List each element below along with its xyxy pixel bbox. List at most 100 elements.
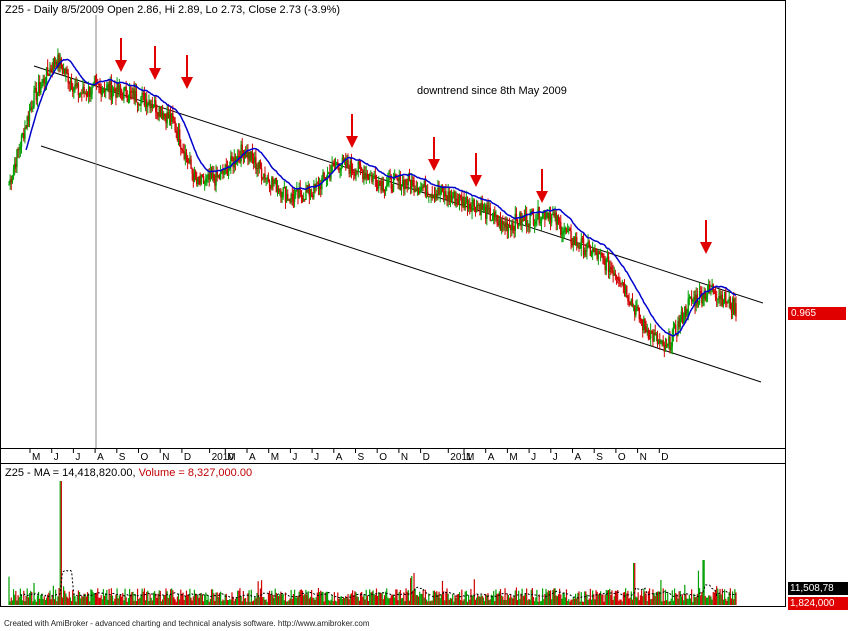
candle-body [677,320,679,336]
volume-bar [502,596,504,605]
candle-body [26,116,28,128]
volume-bar [245,597,247,605]
volume-bar [242,591,244,605]
volume-bar [202,601,205,605]
volume-bar [175,601,177,605]
candle-body [161,112,164,119]
candle-body [576,237,578,246]
volume-bar [99,597,101,605]
volume-bar [339,597,341,605]
candle-body [529,213,531,226]
x-tick-label: M [466,452,474,463]
candle-body [729,297,732,310]
resistance-arrow-head [115,60,127,72]
candle-body [77,82,80,96]
volume-bar [348,599,350,605]
candle-body [544,211,546,220]
candle-body [387,180,389,186]
candle-body [156,112,158,114]
candle-body [169,114,172,122]
candle-body [293,194,296,202]
candle-body [700,291,702,293]
volume-bar [493,591,495,605]
volume-bar [577,592,579,605]
volume-bar [667,591,669,605]
candle-body [466,197,469,210]
volume-bar [543,599,545,605]
candle-body [437,187,439,196]
candle-body [12,168,15,177]
candle-body [571,243,573,246]
volume-bar [48,592,50,605]
volume-bar [688,594,690,605]
volume-bar [76,597,78,605]
volume-bar [733,599,735,605]
candle-body [188,162,190,164]
volume-bar [117,598,119,605]
candle-body [719,296,721,300]
x-tick-label: M [271,452,279,463]
candle-body [338,165,340,171]
candle-body [272,177,274,184]
volume-bar [44,600,47,605]
candle-body [692,299,694,302]
volume-bar [633,563,635,605]
last-price-label: 0.965 [788,307,846,320]
volume-bar [51,594,53,605]
candle-body [507,224,510,232]
candle-body [174,121,176,131]
volume-bar [433,590,436,605]
candle-body [116,82,118,98]
volume-bar [503,599,505,605]
volume-bar [474,599,477,605]
volume-bar [539,601,541,605]
candle-body [479,205,481,215]
volume-bar [414,588,416,605]
volume-bar [505,600,507,605]
volume-bar [468,595,470,605]
volume-bar [196,594,198,605]
candle-body [461,196,463,206]
volume-bar [26,588,28,605]
volume-bar [735,592,737,605]
volume-bar [677,598,679,605]
volume-bar [610,594,612,605]
candle-body [409,180,412,189]
candle-body [417,188,420,194]
candle-body [663,344,666,352]
candle-body [574,237,577,245]
candle-body [735,303,737,317]
candle-body [424,180,427,196]
volume-bar [41,593,43,605]
volume-bar [712,591,714,605]
volume-bar [406,591,408,605]
candle-body [81,93,83,95]
volume-bar [560,594,562,605]
volume-bar [571,599,573,605]
volume-bar [561,598,563,605]
volume-bar [625,588,627,605]
volume-bar [59,481,61,605]
volume-bar [355,592,357,605]
candle-body [393,174,396,178]
volume-bar [134,593,136,605]
candle-body [379,181,381,183]
candle-body [202,176,205,184]
candle-body [642,319,644,331]
volume-bar [373,594,375,605]
volume-bar [403,592,405,605]
candle-body [654,332,656,336]
candle-body [279,190,281,193]
volume-bar [27,597,29,605]
volume-bar [248,590,250,605]
volume-bar [97,588,99,605]
x-tick-label: O [618,452,626,463]
chart-title: Z25 - Daily 8/5/2009 Open 2.86, Hi 2.89,… [5,4,341,16]
volume-bar [82,596,84,605]
volume-bar [123,600,125,605]
volume-bar [618,600,620,605]
candle-body [458,194,461,204]
candle-body [34,87,36,91]
candle-body [573,237,576,245]
candle-body [383,190,386,192]
